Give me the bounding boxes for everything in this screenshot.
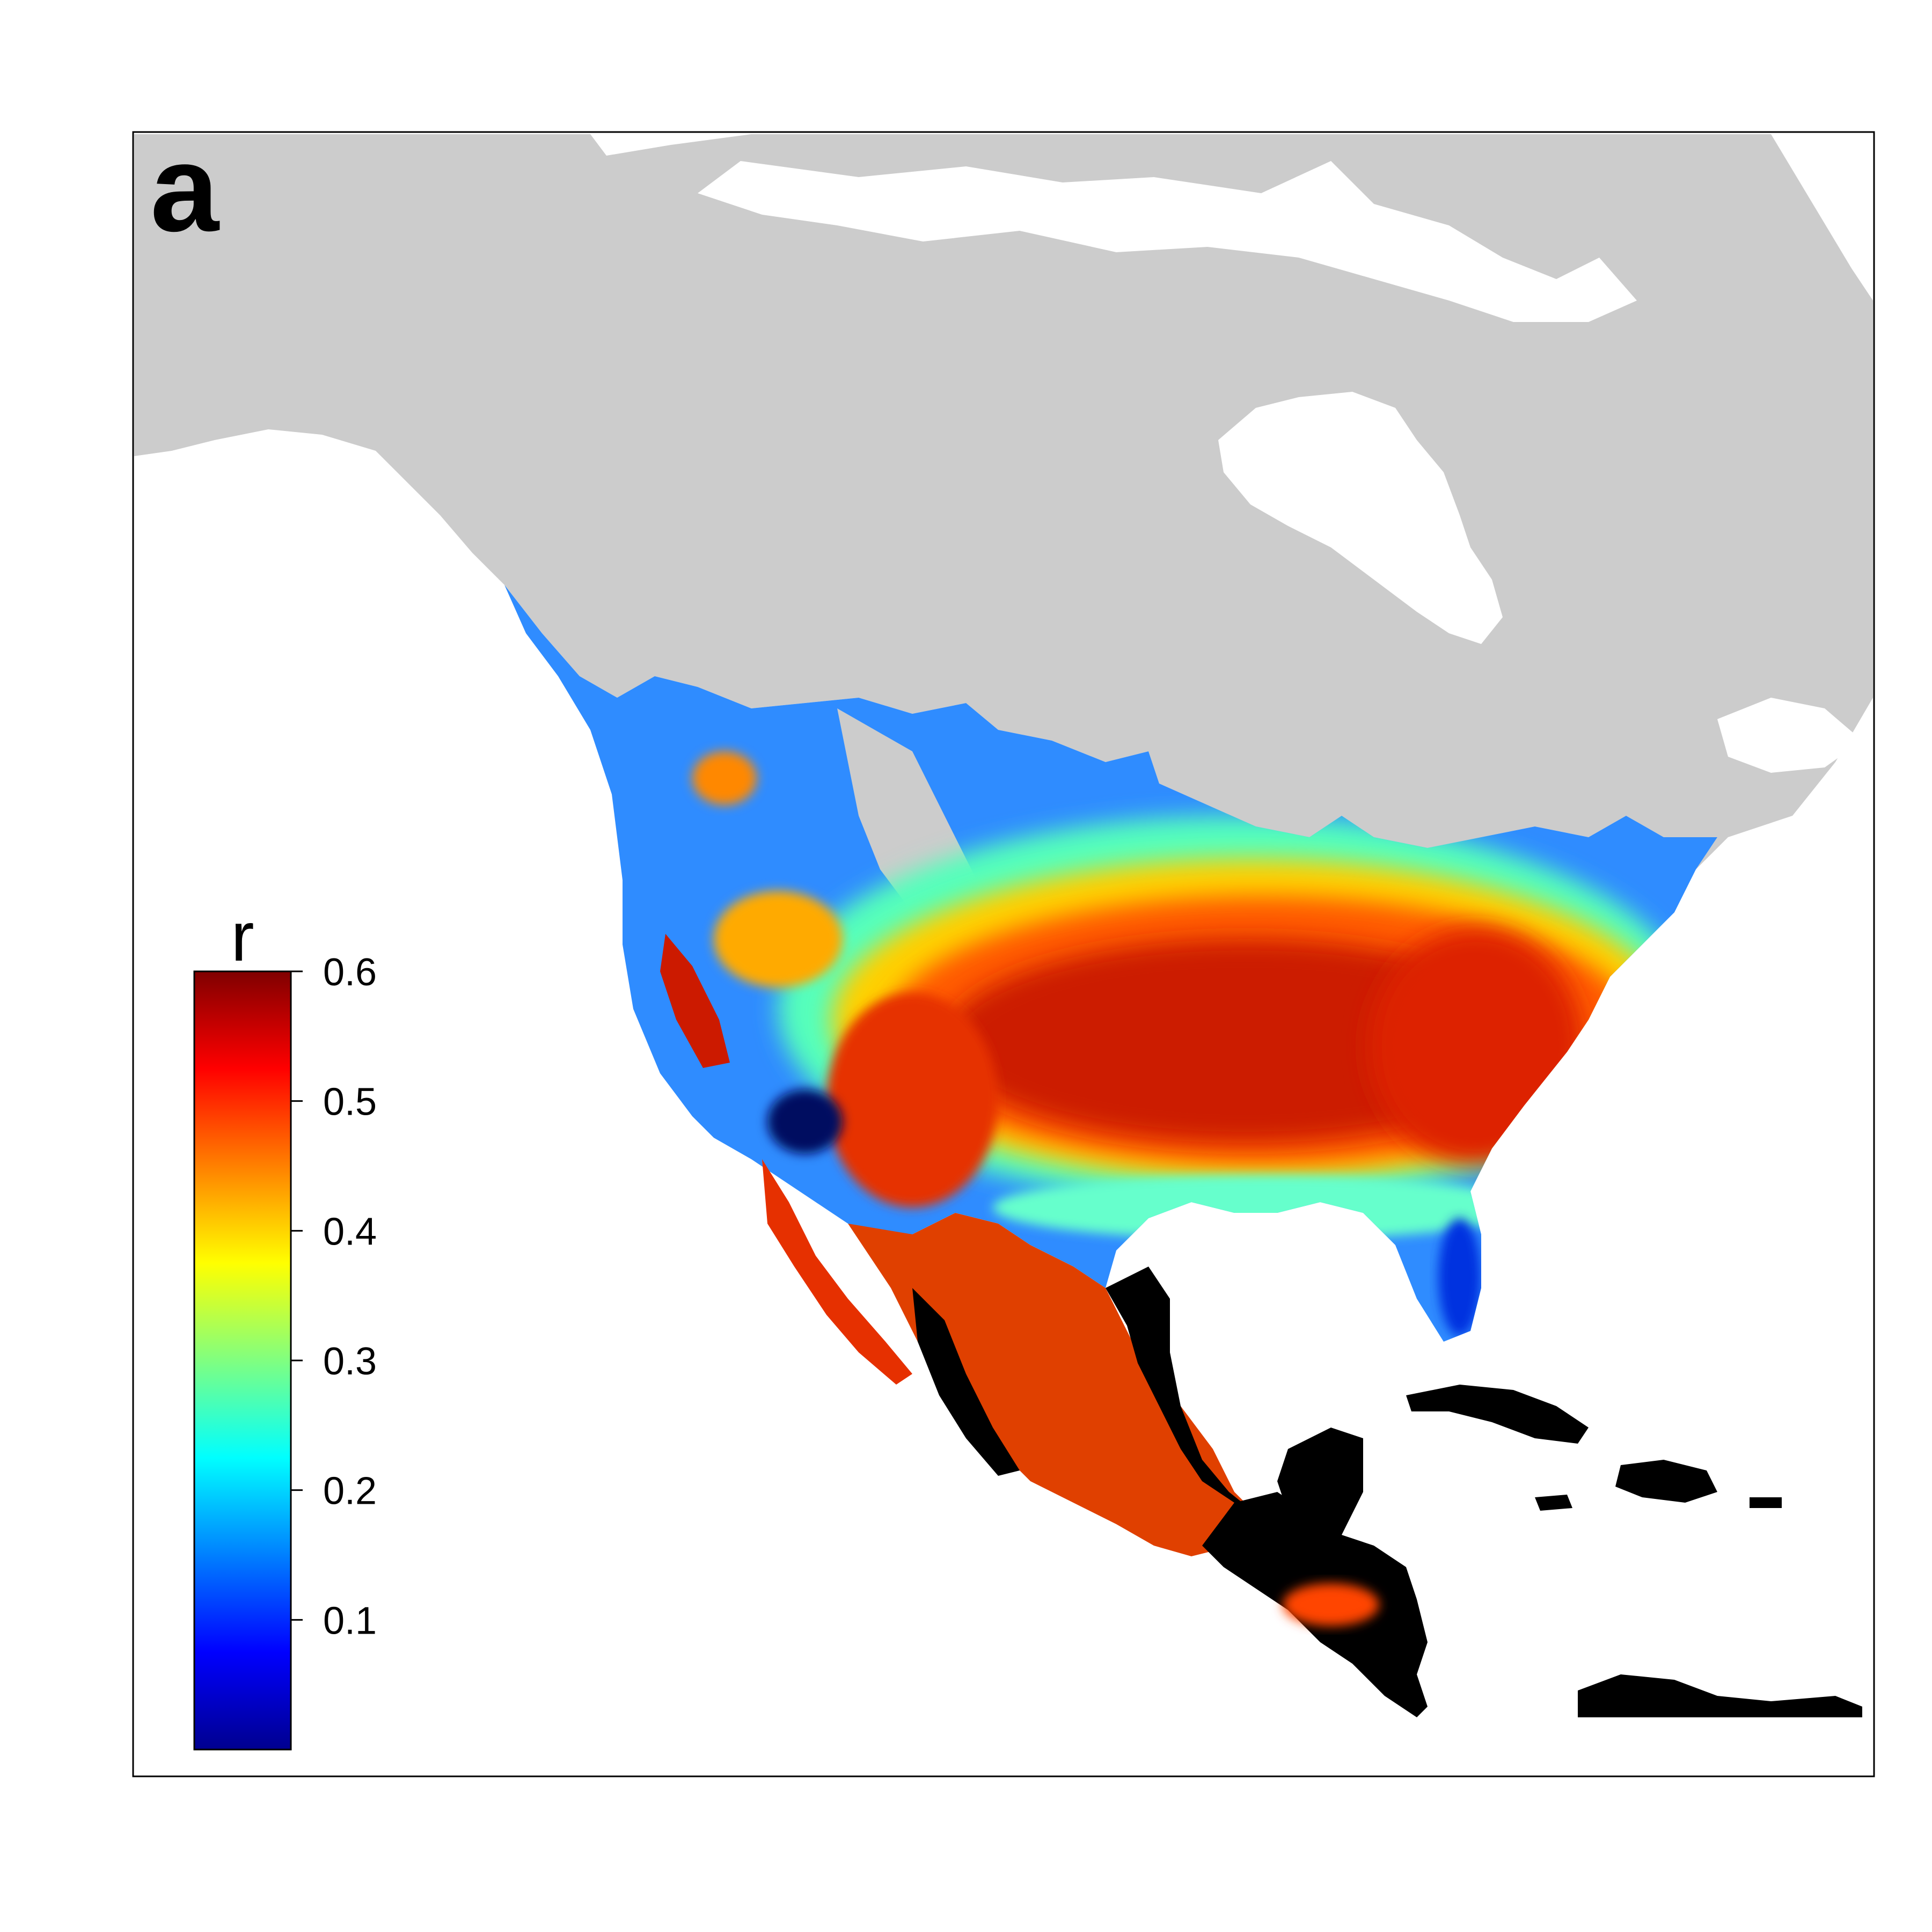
california-red: [660, 934, 730, 1068]
central-america-speckle: [1283, 1583, 1379, 1626]
colorbar-title: r: [231, 897, 254, 976]
jamaica: [1535, 1495, 1572, 1511]
west-mosaic-a: [826, 993, 998, 1208]
west-mosaic-b: [714, 891, 843, 987]
south-america-edge: [1578, 1674, 1862, 1717]
hispaniola: [1615, 1460, 1717, 1503]
hudson-bay: [1218, 392, 1503, 644]
land-no-data: [134, 134, 1873, 869]
gulf-fringe: [993, 1175, 1529, 1240]
mexico-gulf-lowland: [1106, 1267, 1256, 1513]
data-surface: [504, 585, 1862, 1717]
baja-california: [762, 1159, 912, 1385]
west-mosaic-d: [767, 1089, 843, 1154]
colorbar-tick-label: 0.6: [323, 951, 377, 994]
mexico-pacific-lowland: [912, 1288, 1020, 1476]
map-area: [134, 134, 1873, 1717]
mexico-mainland: [848, 1213, 1256, 1556]
florida-blue: [1438, 1218, 1481, 1336]
colorbar-tick-label: 0.2: [323, 1470, 377, 1513]
colorbar-tick-label: 0.4: [323, 1210, 377, 1253]
cuba: [1406, 1385, 1589, 1444]
colorbar-tick-label: 0.3: [323, 1340, 377, 1383]
colorbar: r 0.6 0.5 0.4 0.3 0.2 0.1: [193, 897, 377, 1751]
panel-label: a: [150, 119, 220, 257]
colorbar-tick-label: 0.5: [323, 1081, 377, 1124]
arctic-channels: [698, 161, 1637, 322]
colorbar-ticks: 0.6 0.5 0.4 0.3 0.2 0.1: [291, 951, 377, 1642]
st-lawrence: [1717, 698, 1862, 773]
west-mosaic-c: [692, 751, 757, 805]
colorbar-fill: [194, 971, 291, 1750]
colorbar-tick-label: 0.1: [323, 1599, 377, 1642]
puerto-rico: [1750, 1497, 1782, 1508]
